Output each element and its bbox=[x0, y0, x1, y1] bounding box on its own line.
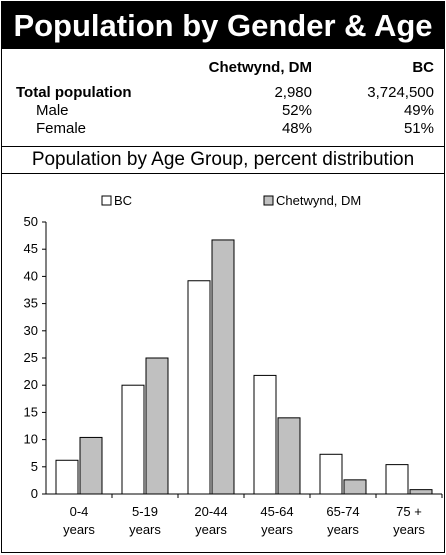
y-tick-label: 25 bbox=[24, 350, 38, 365]
bar-bc bbox=[253, 374, 277, 495]
male-province-value: 49% bbox=[403, 102, 434, 119]
bar-chetwynd bbox=[409, 489, 433, 495]
x-tick-label-line2: years bbox=[393, 522, 425, 537]
x-tick-label-line2: years bbox=[129, 522, 161, 537]
bar-chetwynd bbox=[79, 436, 103, 495]
bar-bc bbox=[187, 280, 211, 495]
column-header-province: BC bbox=[412, 59, 434, 76]
x-tick-label: 45-64 bbox=[260, 504, 293, 519]
population-stats-table: Chetwynd, DM BC Total population 2,980 3… bbox=[2, 49, 444, 145]
stats-row-female: Female 48% 51% bbox=[2, 120, 444, 138]
x-tick-label: 65-74 bbox=[326, 504, 359, 519]
row-label-male: Male bbox=[36, 102, 69, 119]
x-tick-label-line2: years bbox=[327, 522, 359, 537]
y-tick-label: 10 bbox=[24, 432, 38, 447]
y-tick-label: 5 bbox=[31, 459, 38, 474]
legend-swatch bbox=[101, 195, 112, 206]
x-tick-label: 5-19 bbox=[132, 504, 158, 519]
x-tick-label: 0-4 bbox=[70, 504, 89, 519]
legend-swatch bbox=[263, 195, 274, 206]
y-tick-label: 35 bbox=[24, 296, 38, 311]
stats-row-total: Total population 2,980 3,724,500 bbox=[2, 84, 444, 102]
row-label-female: Female bbox=[36, 120, 87, 137]
female-local-value: 48% bbox=[281, 120, 312, 137]
bar-chetwynd bbox=[145, 357, 169, 495]
y-tick-label: 50 bbox=[24, 214, 38, 229]
y-tick-label: 30 bbox=[24, 323, 38, 338]
chart-title: Population by Age Group, percent distrib… bbox=[2, 146, 444, 174]
x-tick-label-line2: years bbox=[195, 522, 227, 537]
bar-chetwynd bbox=[343, 479, 367, 495]
total-local-value: 2,980 bbox=[274, 84, 312, 101]
male-local-value: 52% bbox=[281, 102, 312, 119]
y-tick-label: 40 bbox=[24, 268, 38, 283]
age-distribution-chart: 0 5 10 15 20 25 30 35 40 45 50 0-4 years 5-19 years 20-… bbox=[24, 193, 443, 537]
y-tick-label: 15 bbox=[24, 404, 38, 419]
y-tick-label: 0 bbox=[31, 486, 38, 501]
stats-header-row: Chetwynd, DM BC bbox=[2, 59, 444, 77]
bar-chetwynd bbox=[211, 239, 235, 495]
bar-bc bbox=[121, 384, 145, 495]
bar-bc bbox=[319, 453, 343, 495]
bar-bc bbox=[385, 464, 409, 495]
column-header-local: Chetwynd, DM bbox=[208, 59, 312, 76]
total-province-value: 3,724,500 bbox=[367, 84, 434, 101]
row-label-total: Total population bbox=[16, 84, 132, 101]
bar-bc bbox=[55, 459, 79, 495]
legend-label: Chetwynd, DM bbox=[276, 193, 361, 208]
y-tick-label: 45 bbox=[24, 241, 38, 256]
x-tick-label: 75 + bbox=[396, 504, 422, 519]
x-tick-label: 20-44 bbox=[194, 504, 227, 519]
legend-label: BC bbox=[114, 193, 132, 208]
x-tick-label-line2: years bbox=[63, 522, 95, 537]
female-province-value: 51% bbox=[403, 120, 434, 137]
page-title: Population by Gender & Age bbox=[2, 2, 444, 49]
y-tick-label: 20 bbox=[24, 377, 38, 392]
x-tick-label-line2: years bbox=[261, 522, 293, 537]
bar-chetwynd bbox=[277, 417, 301, 495]
stats-row-male: Male 52% 49% bbox=[2, 102, 444, 120]
